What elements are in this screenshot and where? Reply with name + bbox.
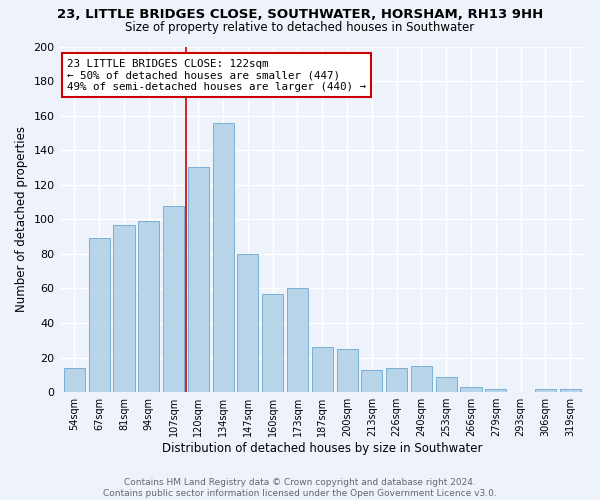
Bar [287,288,308,392]
Bar [113,224,134,392]
Bar [361,370,382,392]
Bar [560,389,581,392]
Text: Size of property relative to detached houses in Southwater: Size of property relative to detached ho… [125,21,475,34]
Y-axis label: Number of detached properties: Number of detached properties [15,126,28,312]
Bar [436,376,457,392]
Bar [312,348,333,392]
Text: 23 LITTLE BRIDGES CLOSE: 122sqm
← 50% of detached houses are smaller (447)
49% o: 23 LITTLE BRIDGES CLOSE: 122sqm ← 50% of… [67,58,366,92]
Bar [238,254,259,392]
Bar [535,389,556,392]
Bar [188,168,209,392]
Bar [411,366,432,392]
Bar [64,368,85,392]
Text: Contains HM Land Registry data © Crown copyright and database right 2024.
Contai: Contains HM Land Registry data © Crown c… [103,478,497,498]
Bar [386,368,407,392]
Bar [262,294,283,392]
Bar [138,221,160,392]
Bar [460,387,482,392]
X-axis label: Distribution of detached houses by size in Southwater: Distribution of detached houses by size … [162,442,482,455]
Bar [212,122,233,392]
Bar [163,206,184,392]
Bar [485,389,506,392]
Bar [89,238,110,392]
Bar [337,349,358,392]
Text: 23, LITTLE BRIDGES CLOSE, SOUTHWATER, HORSHAM, RH13 9HH: 23, LITTLE BRIDGES CLOSE, SOUTHWATER, HO… [57,8,543,20]
